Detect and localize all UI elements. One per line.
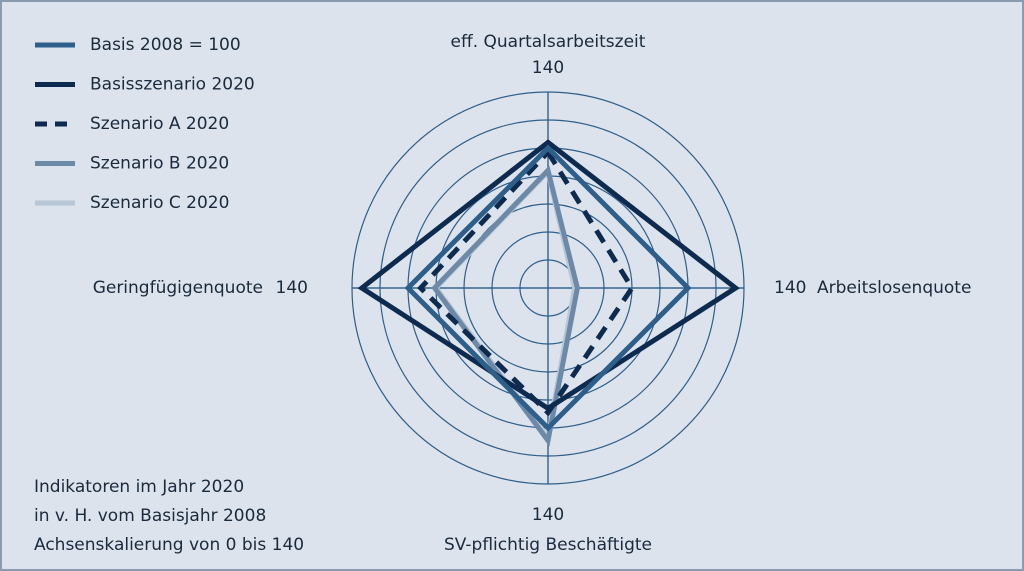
axis-label: Geringfügigenquote	[93, 278, 263, 298]
series-line	[431, 165, 580, 447]
legend-label: Basisszenario 2020	[90, 75, 255, 95]
axis-label: eff. Quartalsarbeitszeit	[451, 32, 646, 52]
series-line	[417, 148, 635, 417]
axis-max-label: 140	[532, 505, 564, 525]
legend-label: Basis 2008 = 100	[90, 35, 241, 55]
note: Indikatoren im Jahr 2020	[34, 477, 244, 497]
axis-label: Arbeitslosenquote	[817, 278, 971, 298]
axis-max-label: 140	[276, 278, 308, 298]
series-line	[357, 139, 740, 412]
note: in v. H. vom Basisjahr 2008	[34, 506, 266, 526]
axis-label: SV-pflichtig Beschäftigte	[444, 535, 652, 555]
axis-max-label: 140	[774, 278, 806, 298]
note: Achsenskalierung von 0 bis 140	[34, 535, 304, 555]
legend-label: Szenario C 2020	[90, 193, 229, 213]
axis-max-label: 140	[532, 58, 564, 78]
legend-label: Szenario B 2020	[90, 154, 229, 174]
legend-label: Szenario A 2020	[90, 114, 229, 134]
series-line	[404, 144, 692, 432]
